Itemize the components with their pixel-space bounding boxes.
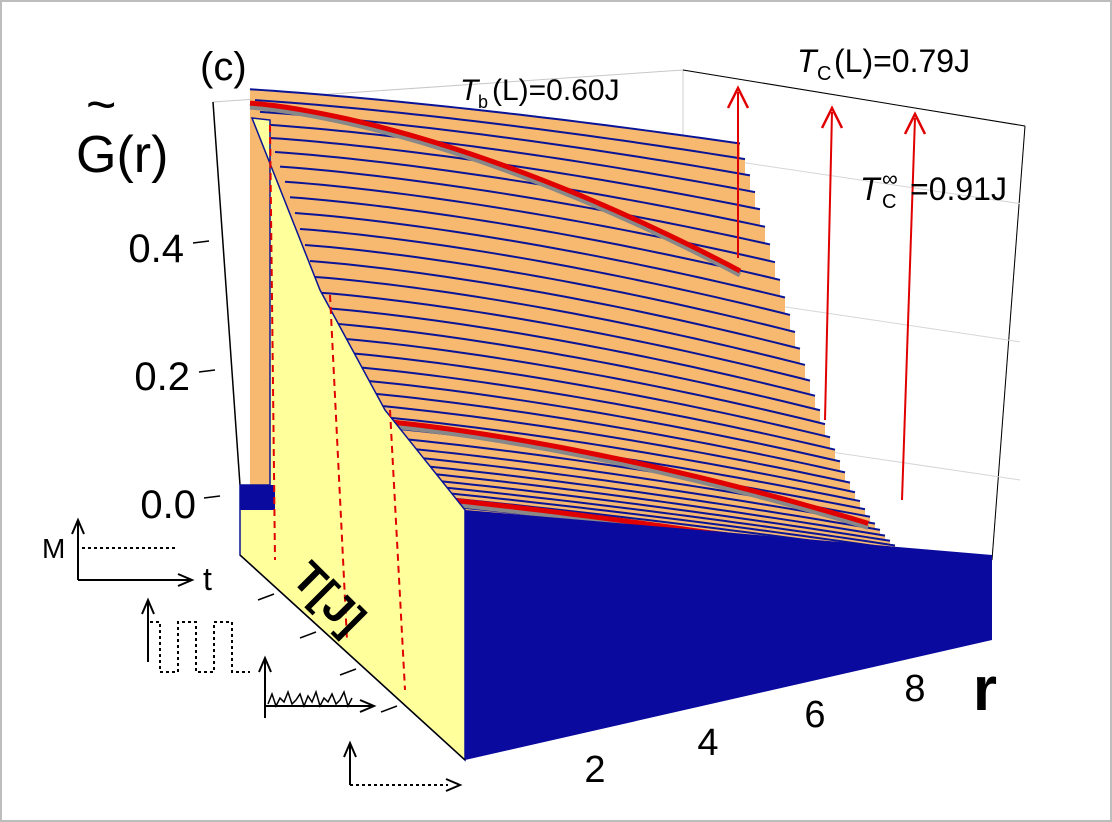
surface-curve [274,151,766,228]
annotation-tb: T b (L)=0.60J [460,74,620,112]
inset-t-label: t [203,561,212,597]
surface-curve [289,196,781,281]
tcinf-value: =0.91J [910,171,1007,207]
back-edge-line [991,125,1026,561]
surface-curve [329,322,821,412]
surface-curve [249,88,741,145]
x-axis-label: r [973,655,997,724]
panel-label: (c) [200,45,247,89]
x-tick-label-0: 2 [584,749,605,791]
dash-t0 [269,124,276,561]
annotation-tc-l: T C (L)=0.79J [797,43,970,85]
highlight-curve-1 [377,418,869,526]
surface-curve [294,212,786,299]
y-axis-label-tilde: ~ [86,76,116,134]
surface-curve [299,227,791,316]
tcinf-subscript: C [882,191,896,213]
surface-curve [264,123,756,194]
inset-m-label: M [42,533,65,564]
x-tick-label-1: 4 [697,722,718,764]
arrow-tb-head [726,85,750,109]
surface-curve [349,378,841,463]
surface-curve [319,291,811,382]
x-tick-label-3: 8 [904,668,925,710]
base-block [465,510,992,760]
tb-symbol: T [460,74,481,107]
surface-curve [284,180,776,264]
surface-curve [359,403,851,484]
dash-tc [389,409,406,691]
critical-arrows [726,85,927,501]
surface-curve [394,469,886,537]
arrow-tcl-head [820,105,844,129]
dashed-markers [269,124,406,691]
surface-curve [374,435,866,511]
y-tick-label-0: 0.0 [140,483,196,527]
y-tick-label-2: 0.4 [128,227,184,271]
arrow-tcl-shaft [824,111,833,421]
highlight-shadow-0 [249,104,742,278]
surface-curve [309,260,801,350]
highlight-shadow-1 [377,422,869,530]
wall-base-stub [240,485,275,510]
z-axis-line [212,101,241,486]
inset-schematic: M t [42,517,463,792]
tb-value: (L)=0.60J [492,74,620,107]
surface-curve [339,351,831,439]
surface-curve [324,307,816,397]
highlight-curve-0 [249,100,742,274]
tcl-value: (L)=0.79J [834,43,970,79]
arrow-tcinf-shaft [901,117,916,501]
surface-curve [279,165,771,246]
dash-tb [329,294,348,641]
surface-curve [404,482,896,547]
arrow-tcinf-head [903,111,927,135]
surface-curve [314,275,806,366]
surface-curve [344,365,836,451]
y-tick-label-1: 0.2 [134,355,190,399]
y-axis: 0.0 0.2 0.4 [128,227,221,527]
tcl-subscript: C [817,63,831,85]
tcl-symbol: T [797,43,819,79]
surface-curve [354,391,846,474]
tcinf-superscript: ∞ [882,166,898,191]
annotation-tc-inf: T ∞ C =0.91J [860,166,1007,213]
surface-curve [254,99,746,161]
surface-curve [304,244,796,333]
surface-curve [364,414,856,494]
surface-curve [389,461,881,531]
x-tick-label-2: 6 [804,694,825,736]
surface-curve [269,136,761,211]
surface-curve [384,453,876,525]
y-axis-label: G(r) [76,126,168,184]
surface-curve [334,337,826,426]
r-axis: 2 4 6 8 r [584,655,997,791]
surface-curve [399,476,891,542]
tb-subscript: b [478,92,488,112]
tcinf-symbol: T [860,171,882,207]
surface-curve [409,488,901,551]
